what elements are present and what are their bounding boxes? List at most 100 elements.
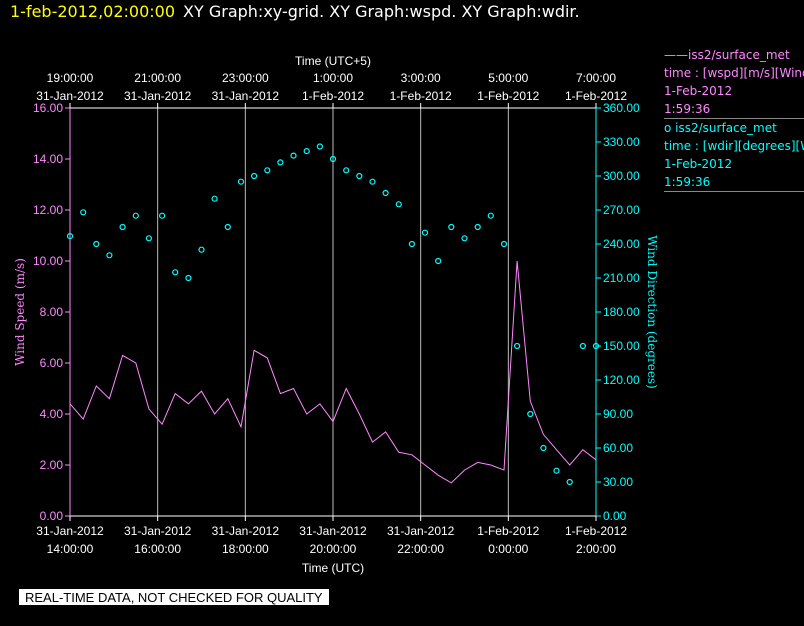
- left-tick-label: 6.00: [40, 356, 64, 370]
- left-axis-label: Wind Speed (m/s): [13, 258, 27, 366]
- series-wdir-point: [132, 212, 139, 219]
- series-wdir-point: [500, 240, 508, 248]
- right-tick-label: 330.00: [603, 135, 640, 149]
- left-tick-label: 4.00: [40, 407, 64, 421]
- series-wspd-line: [69, 260, 597, 484]
- bottom-tick-date: 31-Jan-2012: [212, 524, 280, 538]
- bottom-tick-date: 31-Jan-2012: [387, 524, 455, 538]
- bottom-tick-date: 31-Jan-2012: [124, 524, 192, 538]
- bottom-tick-time: 22:00:00: [397, 542, 444, 556]
- bottom-tick-date: 31-Jan-2012: [299, 524, 367, 538]
- left-tick-label: 10.00: [33, 254, 63, 268]
- legend-wdir: o iss2/surface_met time : [wdir][degrees…: [664, 119, 804, 191]
- series-wdir-point: [185, 274, 192, 282]
- legend-wspd: ——iss2/surface_met time : [wspd][m/s][Wi…: [664, 46, 804, 118]
- series-wdir-point: [211, 195, 218, 202]
- top-tick-date: 31-Jan-2012: [124, 89, 192, 103]
- right-tick-label: 240.00: [603, 237, 640, 251]
- series-wdir-point: [513, 342, 521, 350]
- series-wdir-point: [303, 148, 310, 155]
- series-wdir-point: [579, 342, 587, 350]
- series-wdir-point: [290, 152, 297, 159]
- series-wdir-point: [329, 155, 337, 163]
- legend-wdir-series: o iss2/surface_met: [664, 121, 777, 135]
- series-wdir-point: [237, 178, 245, 185]
- bottom-axis-label: Time (UTC): [302, 561, 364, 575]
- left-tick-label: 2.00: [40, 458, 64, 472]
- series-wdir-point: [172, 269, 179, 276]
- legend-wspd-desc: time : [wspd][m/s][Wind Speed]: [664, 66, 804, 80]
- title-date: 1-feb-2012,02:00:00: [10, 2, 176, 21]
- series-wdir-point: [461, 235, 468, 242]
- series-wdir-point: [369, 178, 376, 185]
- series-wdir-point: [93, 240, 100, 248]
- legend-wspd-series: ——iss2/surface_met: [664, 48, 790, 62]
- bottom-tick-date: 1-Feb-2012: [477, 524, 539, 538]
- right-tick-label: 90.00: [603, 407, 633, 421]
- top-tick-date: 31-Jan-2012: [212, 89, 280, 103]
- series-wdir-point: [106, 252, 113, 259]
- top-tick-time: 19:00:00: [47, 71, 94, 85]
- series-wdir-point: [356, 172, 363, 180]
- legend-divider: [664, 118, 804, 119]
- bottom-tick-date: 31-Jan-2012: [36, 524, 104, 538]
- right-tick-label: 0.00: [603, 509, 627, 523]
- bottom-tick-time: 14:00:00: [47, 542, 94, 556]
- right-tick-label: 60.00: [603, 441, 633, 455]
- left-tick-label: 0.00: [40, 509, 64, 523]
- top-tick-time: 5:00:00: [488, 71, 528, 85]
- legend-divider-2: [664, 191, 804, 192]
- series-wdir-point: [343, 167, 350, 174]
- series-wdir-point: [487, 212, 494, 219]
- left-tick-label: 14.00: [33, 152, 63, 166]
- series-wdir-point: [251, 172, 258, 180]
- top-tick-date: 1-Feb-2012: [302, 89, 364, 103]
- series-wdir-point: [316, 143, 323, 150]
- series-wdir-point: [553, 467, 560, 474]
- right-tick-label: 210.00: [603, 271, 640, 285]
- series-wdir-point: [540, 444, 547, 452]
- series-wdir-point: [277, 159, 284, 166]
- top-tick-time: 21:00:00: [134, 71, 181, 85]
- right-tick-label: 360.00: [603, 101, 640, 115]
- left-tick-label: 12.00: [33, 203, 63, 217]
- bottom-tick-date: 1-Feb-2012: [565, 524, 627, 538]
- legend-wdir-date: 1-Feb-2012: [664, 157, 733, 171]
- series-wdir-point: [421, 229, 429, 236]
- legend-wdir-time: 1:59:36: [664, 175, 711, 189]
- top-tick-time: 7:00:00: [576, 71, 616, 85]
- top-tick-date: 31-Jan-2012: [36, 89, 104, 103]
- qc-banner: REAL-TIME DATA, NOT CHECKED FOR QUALITY: [19, 589, 329, 605]
- series-wdir-point: [198, 246, 205, 253]
- title-graphs: XY Graph:xy-grid. XY Graph:wspd. XY Grap…: [183, 2, 580, 21]
- bottom-tick-time: 2:00:00: [576, 542, 616, 556]
- series-wdir-point: [224, 223, 231, 231]
- series-wdir-point: [448, 223, 455, 231]
- legend-wspd-time: 1:59:36: [664, 102, 711, 116]
- bottom-tick-time: 0:00:00: [488, 542, 528, 556]
- top-tick-date: 1-Feb-2012: [477, 89, 539, 103]
- series-wdir-point: [80, 209, 87, 216]
- series-wdir-point: [159, 212, 166, 219]
- series-wdir-point: [435, 257, 442, 265]
- series-wdir-point: [119, 223, 126, 231]
- right-tick-label: 300.00: [603, 169, 640, 183]
- series-wdir-point: [527, 410, 534, 418]
- right-tick-label: 270.00: [603, 203, 640, 217]
- left-tick-label: 8.00: [40, 305, 64, 319]
- bottom-tick-time: 20:00:00: [310, 542, 357, 556]
- top-tick-time: 23:00:00: [222, 71, 269, 85]
- series-wdir-point: [66, 233, 74, 240]
- right-axis-label: Wind Direction (degrees): [645, 235, 659, 389]
- bottom-tick-time: 16:00:00: [134, 542, 181, 556]
- left-tick-label: 16.00: [33, 101, 63, 115]
- series-wdir-point: [382, 189, 389, 197]
- top-tick-date: 1-Feb-2012: [565, 89, 627, 103]
- bottom-tick-time: 18:00:00: [222, 542, 269, 556]
- legend-wdir-desc: time : [wdir][degrees][Wind Direction]: [664, 139, 804, 153]
- series-wdir-point: [145, 235, 152, 242]
- top-tick-time: 3:00:00: [401, 71, 441, 85]
- right-tick-label: 180.00: [603, 305, 640, 319]
- series-wdir-point: [592, 342, 600, 350]
